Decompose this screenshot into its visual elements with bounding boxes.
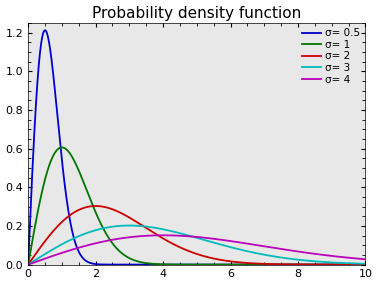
σ= 2 (155, 233, 160, 237)
σ= 1 (26, 263, 31, 266)
σ= 0.5 (155, 263, 160, 266)
σ= 0.5 (26, 263, 31, 266)
σ= 4 (357, 257, 361, 260)
σ= 4 (161, 234, 166, 237)
σ= 2 (320, 263, 325, 266)
σ= 1 (320, 263, 325, 266)
σ= 3 (84, 231, 89, 235)
σ= 1 (155, 262, 160, 266)
σ= 4 (84, 244, 89, 247)
σ= 3 (127, 224, 132, 227)
σ= 3 (26, 263, 31, 266)
Line: σ= 2: σ= 2 (28, 206, 366, 264)
σ= 2 (84, 205, 89, 209)
σ= 0.5 (65, 198, 69, 202)
σ= 3 (155, 227, 160, 230)
σ= 2 (93, 204, 98, 208)
σ= 1 (85, 189, 89, 192)
σ= 0.5 (43, 28, 47, 32)
σ= 2 (64, 216, 69, 219)
σ= 1 (357, 263, 361, 266)
σ= 1 (363, 263, 368, 266)
σ= 2 (357, 263, 361, 266)
σ= 0.5 (85, 260, 89, 263)
σ= 2 (26, 263, 31, 266)
σ= 0.5 (363, 263, 368, 266)
σ= 3 (320, 260, 325, 264)
Line: σ= 4: σ= 4 (28, 235, 366, 264)
σ= 4 (64, 250, 69, 253)
σ= 2 (363, 263, 368, 266)
Line: σ= 1: σ= 1 (28, 147, 366, 264)
Legend: σ= 0.5, σ= 1, σ= 2, σ= 3, σ= 4: σ= 0.5, σ= 1, σ= 2, σ= 3, σ= 4 (300, 26, 363, 87)
σ= 4 (26, 263, 31, 266)
σ= 3 (363, 262, 368, 265)
σ= 0.5 (320, 263, 325, 266)
σ= 4 (363, 258, 368, 261)
σ= 1 (65, 148, 69, 151)
σ= 0.5 (170, 263, 175, 266)
σ= 1 (60, 146, 64, 149)
σ= 3 (64, 240, 69, 243)
Line: σ= 0.5: σ= 0.5 (28, 30, 366, 264)
σ= 1 (170, 263, 175, 266)
σ= 3 (357, 262, 361, 265)
Line: σ= 3: σ= 3 (28, 225, 366, 264)
σ= 2 (170, 242, 175, 245)
Title: Probability density function: Probability density function (92, 5, 301, 21)
σ= 4 (155, 234, 160, 237)
σ= 3 (170, 230, 175, 233)
σ= 0.5 (357, 263, 361, 266)
σ= 4 (170, 234, 175, 237)
σ= 4 (320, 253, 325, 256)
